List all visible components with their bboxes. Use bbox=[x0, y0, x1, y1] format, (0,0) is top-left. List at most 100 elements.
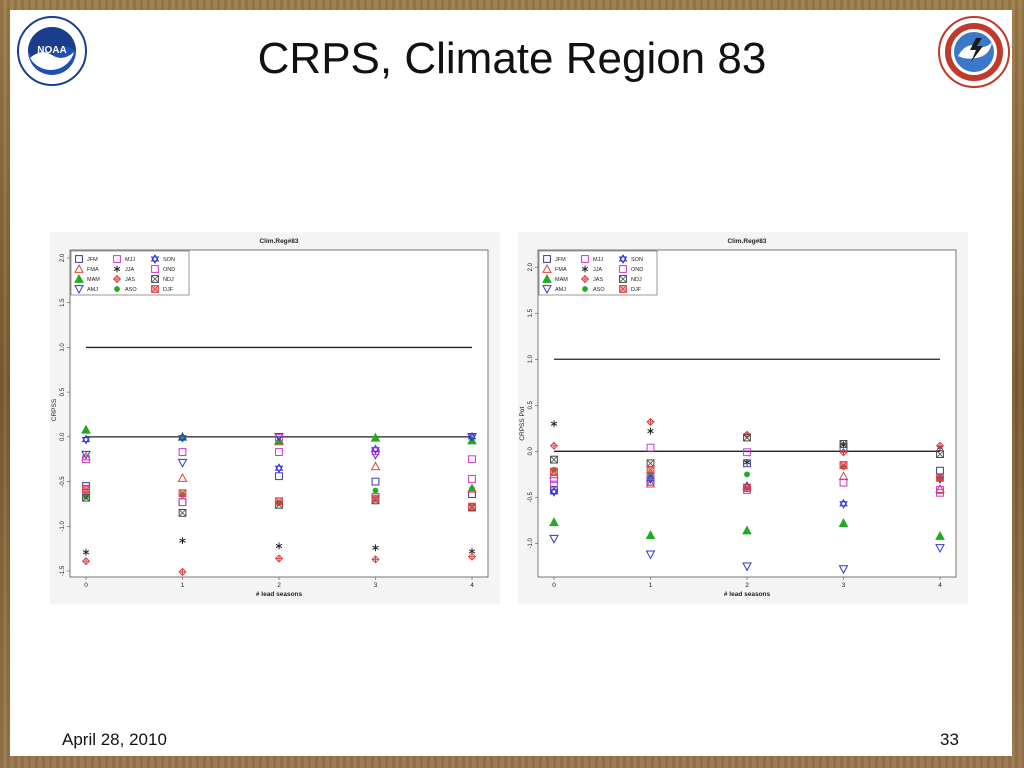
data-point bbox=[935, 441, 945, 450]
data-point bbox=[645, 478, 656, 488]
data-point bbox=[370, 432, 381, 442]
data-point bbox=[744, 471, 750, 478]
y-tick-label: -1.0 bbox=[60, 520, 66, 531]
chart-crpss: Clim.Reg#83 0 1 2 3 4 # lead seasons -1.5 -1.0 -0… bbox=[50, 232, 500, 604]
data-point bbox=[371, 447, 380, 456]
data-point bbox=[81, 557, 91, 566]
data-point bbox=[275, 448, 283, 456]
chart-title: Clim.Reg#83 bbox=[259, 238, 298, 245]
legend-label: NDJ bbox=[631, 277, 642, 283]
legend-marker bbox=[581, 255, 589, 263]
data-point bbox=[550, 420, 558, 428]
legend-label: JFM bbox=[555, 257, 566, 263]
data-points bbox=[549, 417, 945, 575]
data-point bbox=[743, 433, 751, 442]
data-point bbox=[178, 508, 187, 517]
data-point bbox=[838, 518, 849, 528]
data-point bbox=[81, 450, 91, 460]
data-point bbox=[936, 450, 944, 458]
legend-label: OND bbox=[163, 267, 175, 273]
data-point bbox=[275, 542, 283, 550]
y-tick-label: -1.5 bbox=[60, 565, 66, 576]
data-point bbox=[82, 455, 90, 464]
data-point bbox=[370, 461, 381, 471]
legend-marker bbox=[112, 274, 122, 284]
data-point bbox=[743, 458, 751, 466]
data-point bbox=[550, 455, 558, 464]
data-point bbox=[372, 544, 379, 552]
y-axis-label: CRPSS bbox=[51, 398, 58, 421]
plot-area bbox=[69, 249, 489, 578]
data-point bbox=[742, 525, 752, 535]
y-tick-label: 0.0 bbox=[60, 432, 66, 441]
data-point bbox=[82, 493, 90, 502]
data-point bbox=[549, 534, 559, 544]
legend-marker bbox=[618, 253, 628, 265]
legend-label: FMA bbox=[87, 267, 99, 273]
data-point bbox=[550, 475, 558, 483]
data-point bbox=[646, 443, 655, 452]
legend-label: OND bbox=[631, 267, 643, 273]
data-point bbox=[935, 530, 945, 540]
y-tick-label: -0.5 bbox=[60, 476, 66, 487]
data-point bbox=[549, 486, 559, 497]
legend-marker bbox=[619, 265, 627, 273]
legend: JFM FMA MAM AMJ MJJ JJA JAS ASO SON OND NDJ DJF bbox=[538, 250, 658, 296]
data-point bbox=[83, 493, 89, 500]
legend-label: MAM bbox=[87, 277, 100, 283]
slide-number: 33 bbox=[940, 730, 959, 749]
data-point bbox=[179, 537, 186, 544]
legend-label: AMJ bbox=[87, 287, 98, 293]
legend-label: ASO bbox=[125, 287, 137, 293]
data-point bbox=[177, 472, 188, 482]
data-point bbox=[839, 478, 848, 487]
data-point bbox=[274, 463, 284, 474]
legend-label: DJF bbox=[631, 287, 642, 293]
data-point bbox=[178, 567, 187, 577]
data-point bbox=[468, 455, 476, 464]
data-point bbox=[371, 477, 380, 486]
legend-label: JJA bbox=[125, 267, 135, 273]
data-point bbox=[274, 432, 284, 442]
data-point bbox=[275, 433, 283, 442]
data-point bbox=[469, 485, 475, 492]
y-tick-label: 1.0 bbox=[528, 354, 534, 363]
legend-marker bbox=[75, 255, 83, 263]
legend-label: JJA bbox=[593, 267, 603, 273]
y-tick-label: 2.0 bbox=[528, 262, 534, 271]
x-tick-label: 3 bbox=[374, 582, 378, 589]
x-axis-label: # lead seasons bbox=[724, 591, 771, 598]
legend-marker bbox=[582, 286, 588, 292]
y-tick-label: 1.5 bbox=[60, 298, 66, 307]
data-points bbox=[81, 424, 477, 577]
legend-marker bbox=[581, 265, 589, 273]
chart-title: Clim.Reg#83 bbox=[727, 238, 766, 245]
legend-marker bbox=[151, 275, 159, 283]
legend-label: DJF bbox=[163, 287, 174, 293]
svg-text:NOAA: NOAA bbox=[37, 45, 66, 56]
nws-logo bbox=[938, 16, 1010, 88]
legend-label: SON bbox=[163, 257, 175, 263]
legend-marker bbox=[151, 285, 159, 293]
y-tick-label: 0.5 bbox=[528, 400, 534, 409]
legend-marker bbox=[542, 285, 552, 295]
legend-label: FMA bbox=[555, 267, 567, 273]
data-point bbox=[743, 448, 751, 457]
x-tick-label: 4 bbox=[938, 582, 942, 589]
footer-date: April 28, 2010 bbox=[62, 730, 167, 749]
data-point bbox=[178, 448, 187, 456]
data-point bbox=[645, 550, 656, 560]
x-tick-label: 0 bbox=[84, 582, 88, 589]
legend-marker bbox=[74, 285, 84, 295]
legend-label: AMJ bbox=[555, 287, 566, 293]
data-point bbox=[81, 434, 91, 445]
data-point bbox=[178, 432, 187, 443]
data-point bbox=[372, 487, 379, 494]
data-point bbox=[371, 494, 380, 503]
data-point bbox=[646, 477, 655, 486]
legend-marker bbox=[151, 265, 159, 273]
x-tick-label: 2 bbox=[277, 582, 281, 589]
data-point bbox=[371, 555, 380, 564]
legend: JFM FMA MAM AMJ MJJ JJA JAS ASO SON OND NDJ DJF bbox=[70, 250, 190, 296]
plot-area bbox=[537, 249, 957, 578]
